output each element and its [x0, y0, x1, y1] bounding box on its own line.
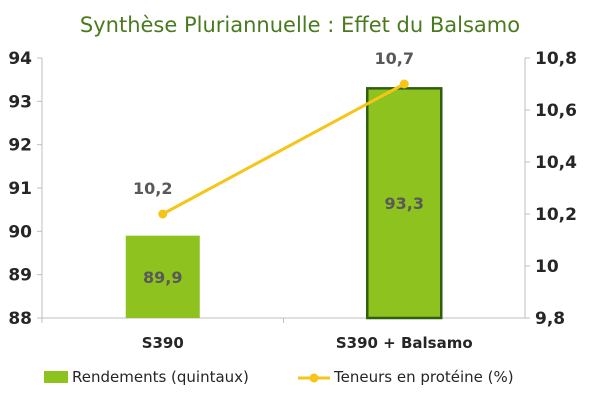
legend-line-marker [309, 373, 319, 383]
line-point [158, 209, 168, 219]
line-value-label: 10,2 [133, 179, 172, 198]
left-tick-label: 91 [8, 179, 32, 199]
series-line [162, 82, 405, 216]
axes: 88 89 90 91 92 93 94 9,8 10 10,2 10,4 10,6 10,8 S390 S… [8, 49, 577, 352]
left-tick-label: 90 [8, 222, 32, 242]
left-tick-label: 92 [8, 136, 32, 156]
right-tick-label: 10,8 [535, 49, 577, 69]
left-tick-label: 93 [8, 92, 32, 112]
right-tick-label: 10,4 [535, 153, 577, 173]
legend-bar-label: Rendements (quintaux) [72, 368, 249, 386]
bars [125, 87, 443, 320]
x-tick-label: S390 [142, 334, 184, 352]
right-tick-label: 10 [535, 257, 559, 277]
bar-value-label: 93,3 [385, 194, 424, 213]
bar-value-label: 89,9 [143, 268, 182, 287]
value-labels: 89,9 93,3 10,2 10,7 [133, 49, 424, 287]
chart-title: Synthèse Pluriannuelle : Effet du Balsam… [80, 13, 520, 37]
line-point [399, 79, 409, 89]
left-tick-label: 88 [8, 309, 32, 329]
x-tick-label: S390 + Balsamo [336, 334, 473, 352]
left-tick-label: 89 [8, 266, 32, 286]
left-tick-label: 94 [8, 49, 32, 69]
legend-bar-swatch [44, 371, 68, 383]
line-series [158, 79, 409, 219]
bar [125, 235, 200, 318]
right-tick-label: 10,2 [535, 205, 577, 225]
line-value-label: 10,7 [375, 49, 414, 68]
legend-line-label: Teneurs en protéine (%) [333, 368, 514, 386]
right-tick-label: 10,6 [535, 101, 577, 121]
legend: Rendements (quintaux) Teneurs en protéine… [44, 368, 514, 386]
right-tick-label: 9,8 [535, 309, 565, 329]
